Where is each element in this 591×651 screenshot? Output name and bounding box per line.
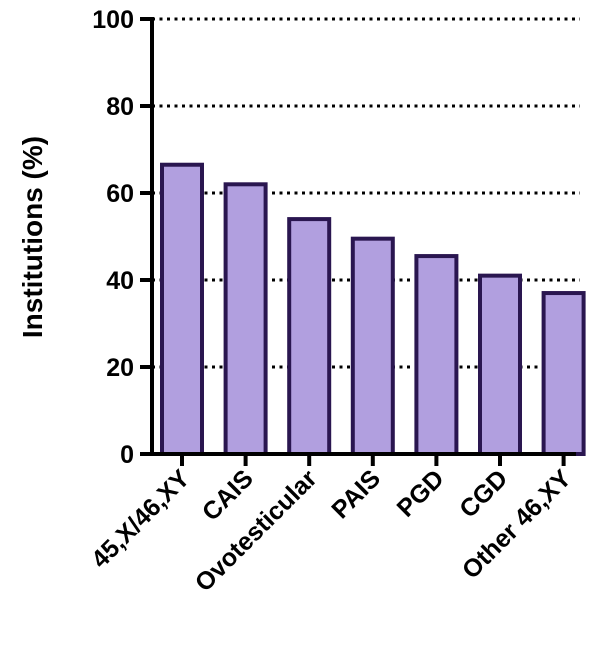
y-tick-label: 0 xyxy=(120,441,134,469)
bar xyxy=(414,254,459,457)
y-tick-label: 100 xyxy=(92,6,134,34)
y-tick-label: 60 xyxy=(106,180,134,208)
y-tick-label: 20 xyxy=(106,354,134,382)
x-tick-label: PGD xyxy=(392,464,450,522)
x-tick-label: 45,X/46,XY xyxy=(86,464,195,573)
bar xyxy=(160,162,204,456)
bar xyxy=(541,291,586,456)
y-axis-label: Institutions (%) xyxy=(17,136,48,338)
bar xyxy=(287,217,332,456)
y-tick-label: 40 xyxy=(106,267,134,295)
y-axis-ticks: 0 20 40 60 80 100 xyxy=(92,6,152,469)
bars xyxy=(160,162,586,457)
bar xyxy=(223,182,268,457)
axes xyxy=(150,17,576,456)
bar xyxy=(478,273,522,456)
bar xyxy=(350,236,395,456)
x-tick-label: CGD xyxy=(454,464,513,523)
x-tick-label: PAIS xyxy=(326,464,386,524)
y-tick-label: 80 xyxy=(106,93,134,121)
